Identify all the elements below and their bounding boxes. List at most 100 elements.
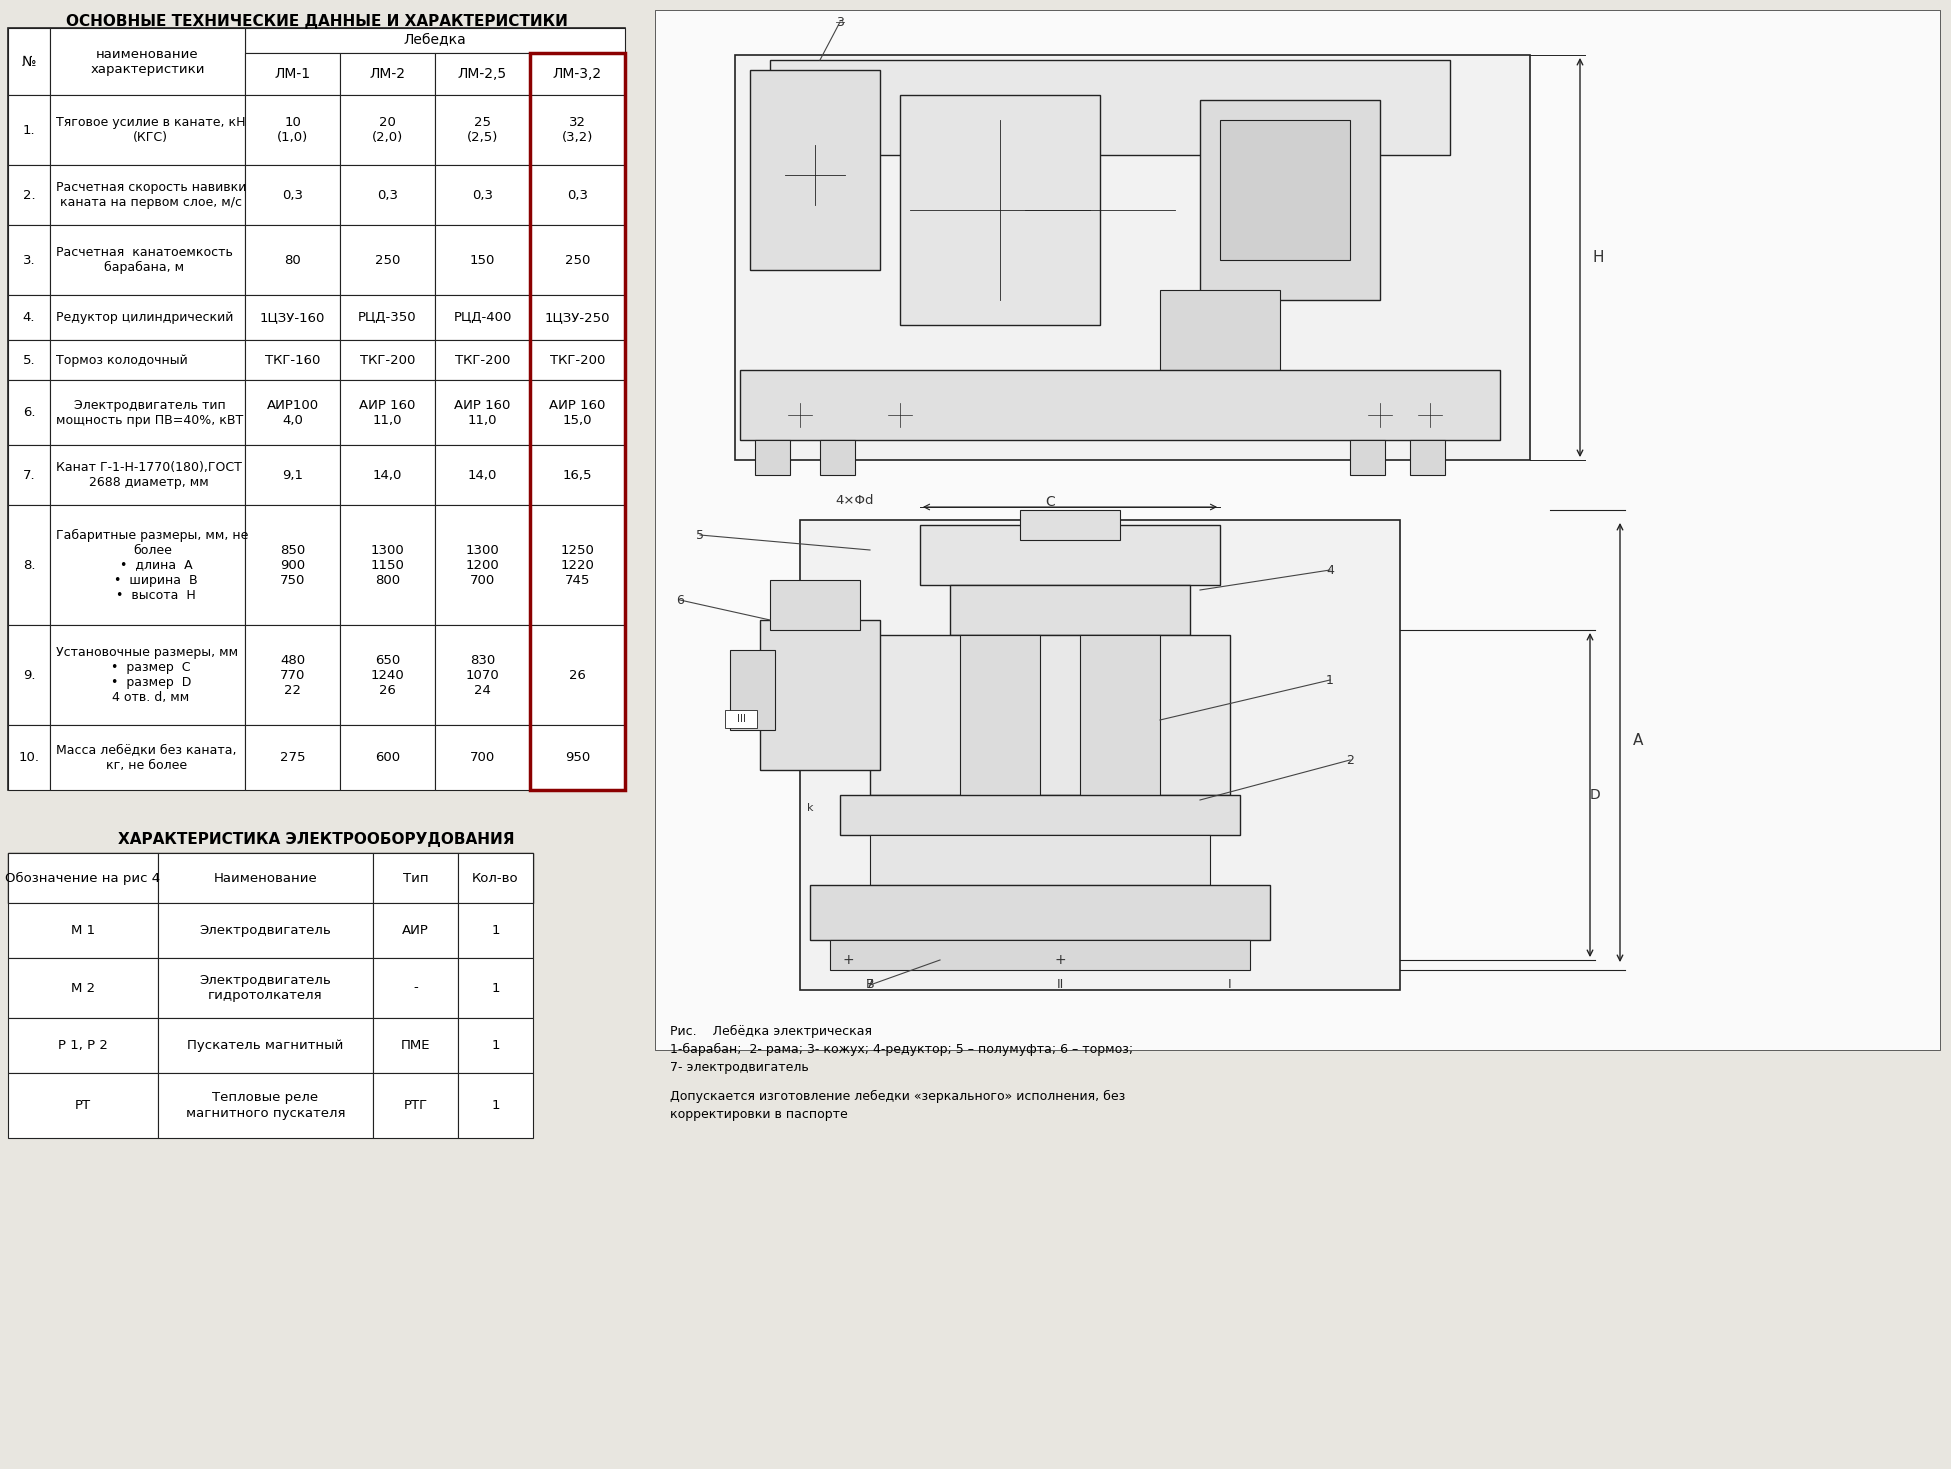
Bar	[246, 445, 339, 505]
Text: Расчетная  канатоемкость
барабана, м: Расчетная канатоемкость барабана, м	[57, 245, 232, 275]
Bar	[1020, 510, 1120, 541]
Text: М 1: М 1	[70, 924, 96, 937]
Text: 4: 4	[1327, 564, 1334, 576]
Text: 950: 950	[566, 751, 589, 764]
Text: Тяговое усилие в канате, кН
(КГС): Тяговое усилие в канате, кН (КГС)	[57, 116, 246, 144]
Text: 14,0: 14,0	[468, 469, 498, 482]
Bar	[829, 940, 1251, 970]
Bar	[761, 620, 880, 770]
Bar	[158, 958, 373, 1018]
Bar	[339, 95, 435, 165]
Bar	[458, 1018, 533, 1072]
Text: 600: 600	[375, 751, 400, 764]
Text: 250: 250	[375, 254, 400, 266]
Text: Лебедка: Лебедка	[404, 34, 466, 47]
Text: 3: 3	[837, 16, 845, 28]
Circle shape	[761, 120, 870, 231]
Text: М 2: М 2	[70, 981, 96, 995]
Bar	[749, 71, 880, 270]
Bar	[739, 370, 1500, 441]
Text: Тип: Тип	[402, 871, 429, 884]
Bar	[51, 624, 246, 726]
Text: ТКГ-200: ТКГ-200	[550, 354, 605, 366]
Text: ЛМ-1: ЛМ-1	[275, 68, 310, 81]
Text: 0,3: 0,3	[283, 188, 302, 201]
Text: 20
(2,0): 20 (2,0)	[373, 116, 404, 144]
Text: Допускается изготовление лебедки «зеркального» исполнения, без: Допускается изготовление лебедки «зеркал…	[669, 1090, 1126, 1103]
Text: 0,3: 0,3	[568, 188, 587, 201]
Text: +: +	[1054, 953, 1065, 967]
Text: 8.: 8.	[23, 558, 35, 571]
Text: 6: 6	[677, 593, 685, 607]
Circle shape	[788, 403, 812, 427]
Bar	[8, 1072, 158, 1138]
Bar	[373, 853, 458, 903]
Bar	[1219, 120, 1350, 260]
Bar	[8, 28, 624, 790]
Bar	[899, 95, 1100, 325]
Text: 1250
1220
745: 1250 1220 745	[560, 544, 595, 586]
Bar	[373, 903, 458, 958]
Bar	[435, 380, 531, 445]
Bar	[458, 958, 533, 1018]
Text: 9,1: 9,1	[283, 469, 302, 482]
Bar	[51, 445, 246, 505]
Bar	[339, 53, 435, 95]
Text: II: II	[1055, 978, 1063, 992]
Text: 10
(1,0): 10 (1,0)	[277, 116, 308, 144]
Bar	[339, 624, 435, 726]
Text: Канат Г-1-Н-1770(180),ГОСТ
2688 диаметр, мм: Канат Г-1-Н-1770(180),ГОСТ 2688 диаметр,…	[57, 461, 242, 489]
Bar	[458, 903, 533, 958]
Bar	[246, 295, 339, 339]
Circle shape	[1368, 403, 1391, 427]
Bar	[246, 380, 339, 445]
Bar	[1350, 441, 1385, 474]
Text: ТКГ-200: ТКГ-200	[455, 354, 511, 366]
Text: 80: 80	[285, 254, 300, 266]
Text: 1: 1	[492, 981, 499, 995]
Text: I: I	[1229, 978, 1231, 992]
Bar	[339, 726, 435, 790]
Text: Тепловые реле
магнитного пускателя: Тепловые реле магнитного пускателя	[185, 1091, 345, 1119]
Bar	[51, 95, 246, 165]
Text: Тормоз колодочный: Тормоз колодочный	[57, 354, 187, 366]
Text: Редуктор цилиндрический: Редуктор цилиндрический	[57, 311, 234, 325]
Bar	[51, 505, 246, 624]
Text: 1ЦЗУ-250: 1ЦЗУ-250	[544, 311, 611, 325]
Bar	[339, 295, 435, 339]
Bar	[771, 580, 860, 630]
Bar	[726, 710, 757, 729]
Bar	[531, 726, 624, 790]
Text: 4×Φd: 4×Φd	[835, 494, 874, 507]
Bar	[158, 1018, 373, 1072]
Text: АИР 160
11,0: АИР 160 11,0	[359, 398, 416, 426]
Text: C: C	[1046, 495, 1055, 508]
Text: 26: 26	[570, 668, 585, 682]
Text: корректировки в паспорте: корректировки в паспорте	[669, 1108, 849, 1121]
Bar	[531, 380, 624, 445]
Bar	[8, 853, 533, 903]
Text: 275: 275	[279, 751, 304, 764]
Text: 830
1070
24: 830 1070 24	[466, 654, 499, 696]
Bar	[373, 958, 458, 1018]
Text: 1: 1	[492, 924, 499, 937]
Text: ОСНОВНЫЕ ТЕХНИЧЕСКИЕ ДАННЫЕ И ХАРАКТЕРИСТИКИ: ОСНОВНЫЕ ТЕХНИЧЕСКИЕ ДАННЫЕ И ХАРАКТЕРИС…	[66, 13, 568, 28]
Bar	[435, 53, 531, 95]
Text: 2: 2	[1346, 754, 1354, 767]
Text: 650
1240
26: 650 1240 26	[371, 654, 404, 696]
Bar	[8, 295, 51, 339]
Bar	[531, 165, 624, 225]
Bar	[246, 505, 339, 624]
Bar	[246, 339, 339, 380]
Bar	[435, 624, 531, 726]
Text: наименование
характеристики: наименование характеристики	[90, 47, 205, 75]
Text: 7- электродвигатель: 7- электродвигатель	[669, 1061, 810, 1074]
Text: ЛМ-2,5: ЛМ-2,5	[458, 68, 507, 81]
Text: Р 1, Р 2: Р 1, Р 2	[59, 1039, 107, 1052]
Text: 7: 7	[866, 978, 874, 992]
Bar	[656, 10, 1939, 1050]
Bar	[819, 441, 855, 474]
Bar	[246, 726, 339, 790]
Bar	[8, 339, 51, 380]
Bar	[531, 505, 624, 624]
